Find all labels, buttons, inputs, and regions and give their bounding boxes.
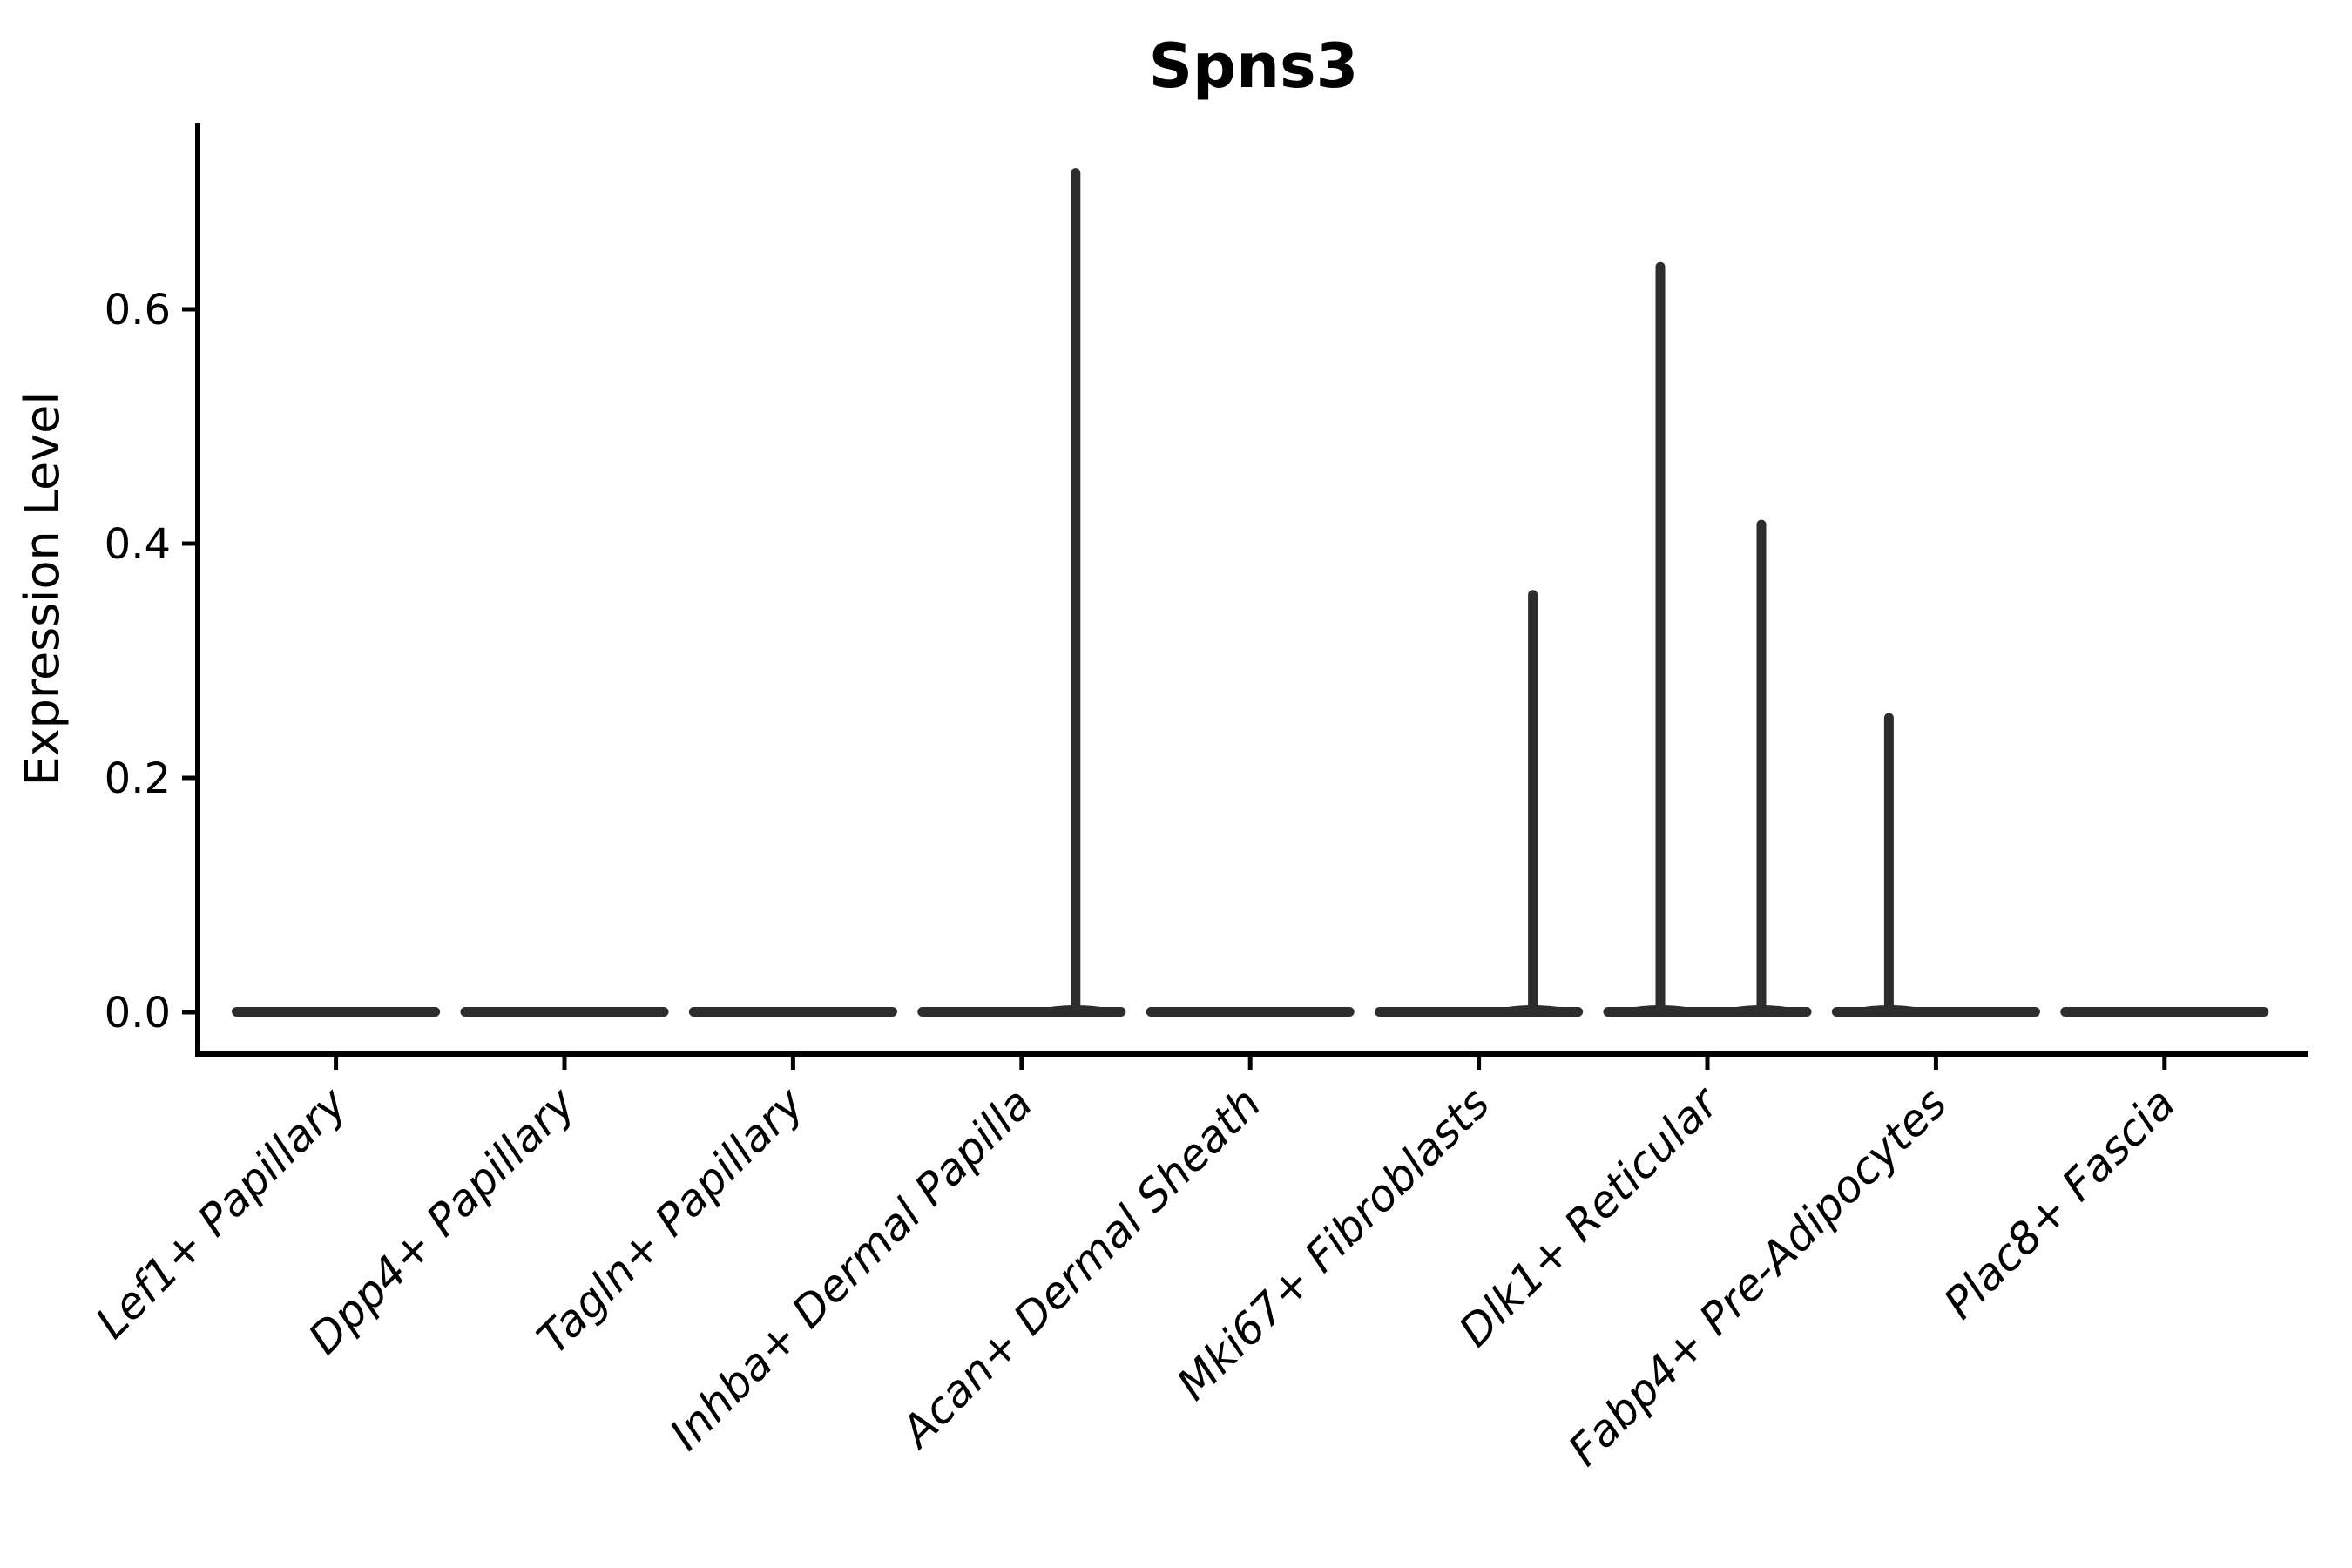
axes [195,123,2308,1057]
y-axis-label: Expression Level [15,392,70,787]
y-tick-label: 0.0 [105,989,171,1037]
y-axis-ticks: 0.0 0.2 0.4 0.6 [105,286,198,1037]
x-tick-label: Fabp4+ Pre-Adipocytes [1558,1078,1957,1476]
violins [232,168,2269,1017]
x-tick-label: Acan+ Dermal Sheath [890,1078,1271,1458]
violin [1603,261,1812,1017]
x-tick-label: Lef1+ Papillary [86,1077,357,1348]
y-tick-label: 0.4 [105,520,171,569]
x-tick-label: Plac8+ Fascia [1934,1078,2185,1328]
y-tick-label: 0.2 [105,754,171,803]
chart-title: Spns3 [1149,30,1359,102]
violin [917,168,1126,1017]
y-tick-label: 0.6 [105,286,171,335]
violin [1831,713,2040,1017]
x-tick-label: Inhba+ Dermal Papilla [660,1078,1042,1459]
violin [1375,590,1584,1017]
